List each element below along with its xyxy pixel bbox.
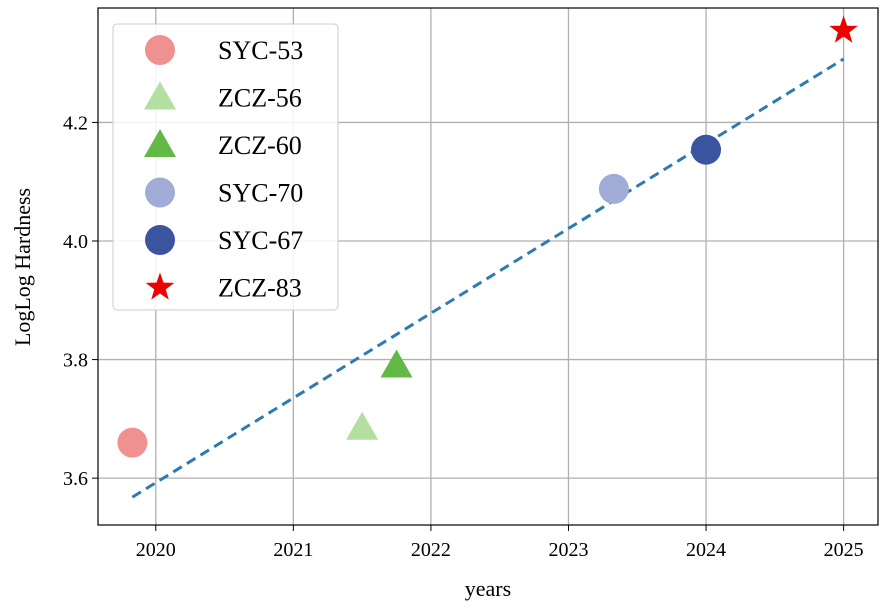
y-tick-label: 3.8 bbox=[63, 350, 88, 372]
x-tick-label: 2024 bbox=[686, 539, 726, 561]
trend-line-group bbox=[131, 57, 845, 499]
legend-label: SYC-67 bbox=[218, 226, 303, 255]
legend-marker-zcz-83 bbox=[145, 272, 175, 300]
legend-label: SYC-53 bbox=[218, 36, 303, 65]
x-tick-label: 2021 bbox=[273, 539, 313, 561]
legend: SYC-53 ZCZ-56 ZCZ-60 SYC-70 SYC-67 ZCZ-83 bbox=[112, 23, 339, 311]
x-tick-label: 2022 bbox=[411, 539, 451, 561]
point-syc-70 bbox=[598, 173, 629, 204]
x-axis: 2020 2021 2022 2023 2024 2025 bbox=[136, 525, 864, 561]
legend-box bbox=[112, 23, 339, 311]
x-tick-label: 2023 bbox=[548, 539, 588, 561]
legend-marker-syc-53 bbox=[145, 35, 175, 65]
point-syc-67 bbox=[691, 134, 722, 165]
y-tick-label: 4.2 bbox=[63, 112, 88, 134]
y-axis: 3.6 3.8 4.0 4.2 bbox=[63, 112, 98, 490]
legend-label: ZCZ-83 bbox=[218, 274, 302, 303]
legend-marker-syc-70 bbox=[145, 177, 175, 208]
point-zcz-83 bbox=[829, 15, 858, 43]
x-tick-label: 2020 bbox=[136, 539, 176, 561]
point-syc-53 bbox=[117, 427, 148, 458]
legend-marker-zcz-60 bbox=[144, 129, 176, 157]
y-tick-label: 3.6 bbox=[63, 468, 88, 490]
point-zcz-60 bbox=[380, 349, 413, 378]
point-zcz-56 bbox=[346, 411, 379, 440]
x-axis-label: years bbox=[465, 576, 511, 601]
y-tick-label: 4.0 bbox=[63, 231, 88, 253]
legend-label: ZCZ-56 bbox=[218, 84, 302, 113]
plot-frame bbox=[97, 7, 879, 526]
legend-marker-syc-67 bbox=[145, 225, 175, 255]
y-axis-label: LogLog Hardness bbox=[10, 188, 35, 346]
legend-marker-zcz-56 bbox=[144, 81, 176, 110]
legend-label: ZCZ-60 bbox=[218, 131, 302, 160]
legend-label: SYC-70 bbox=[218, 179, 303, 208]
x-tick-label: 2025 bbox=[824, 539, 864, 561]
trend-line bbox=[131, 57, 845, 499]
data-points bbox=[117, 15, 858, 458]
